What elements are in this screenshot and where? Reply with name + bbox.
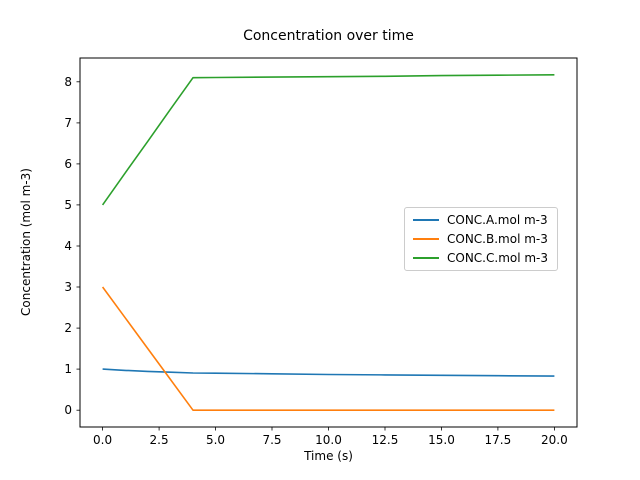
svg-text:5: 5 bbox=[64, 198, 72, 212]
svg-text:20.0: 20.0 bbox=[541, 433, 568, 447]
svg-text:6: 6 bbox=[64, 157, 72, 171]
svg-text:2.5: 2.5 bbox=[150, 433, 169, 447]
legend-line-swatch-b bbox=[413, 238, 439, 240]
legend-label-b: CONC.B.mol m-3 bbox=[447, 232, 548, 246]
svg-text:3: 3 bbox=[64, 280, 72, 294]
legend-line-swatch-a bbox=[413, 219, 439, 221]
svg-text:1: 1 bbox=[64, 362, 72, 376]
legend-label-c: CONC.C.mol m-3 bbox=[447, 251, 549, 265]
legend: CONC.A.mol m-3 CONC.B.mol m-3 CONC.C.mol… bbox=[404, 207, 559, 271]
legend-line-swatch-c bbox=[413, 257, 439, 259]
svg-text:10.0: 10.0 bbox=[315, 433, 342, 447]
svg-text:5.0: 5.0 bbox=[206, 433, 225, 447]
svg-text:8: 8 bbox=[64, 75, 72, 89]
svg-text:7: 7 bbox=[64, 116, 72, 130]
svg-text:12.5: 12.5 bbox=[372, 433, 399, 447]
svg-text:0: 0 bbox=[64, 403, 72, 417]
legend-label-a: CONC.A.mol m-3 bbox=[447, 213, 548, 227]
svg-text:4: 4 bbox=[64, 239, 72, 253]
chart-title: Concentration over time bbox=[243, 28, 414, 44]
legend-entry-conc-b: CONC.B.mol m-3 bbox=[413, 232, 548, 246]
legend-entry-conc-c: CONC.C.mol m-3 bbox=[413, 251, 548, 265]
svg-text:17.5: 17.5 bbox=[485, 433, 512, 447]
svg-text:7.5: 7.5 bbox=[262, 433, 281, 447]
y-axis-label: Concentration (mol m-3) bbox=[19, 168, 33, 316]
svg-text:2: 2 bbox=[64, 321, 72, 335]
svg-text:15.0: 15.0 bbox=[428, 433, 455, 447]
x-axis-label: Time (s) bbox=[304, 449, 353, 463]
legend-entry-conc-a: CONC.A.mol m-3 bbox=[413, 213, 548, 227]
svg-text:0.0: 0.0 bbox=[93, 433, 112, 447]
